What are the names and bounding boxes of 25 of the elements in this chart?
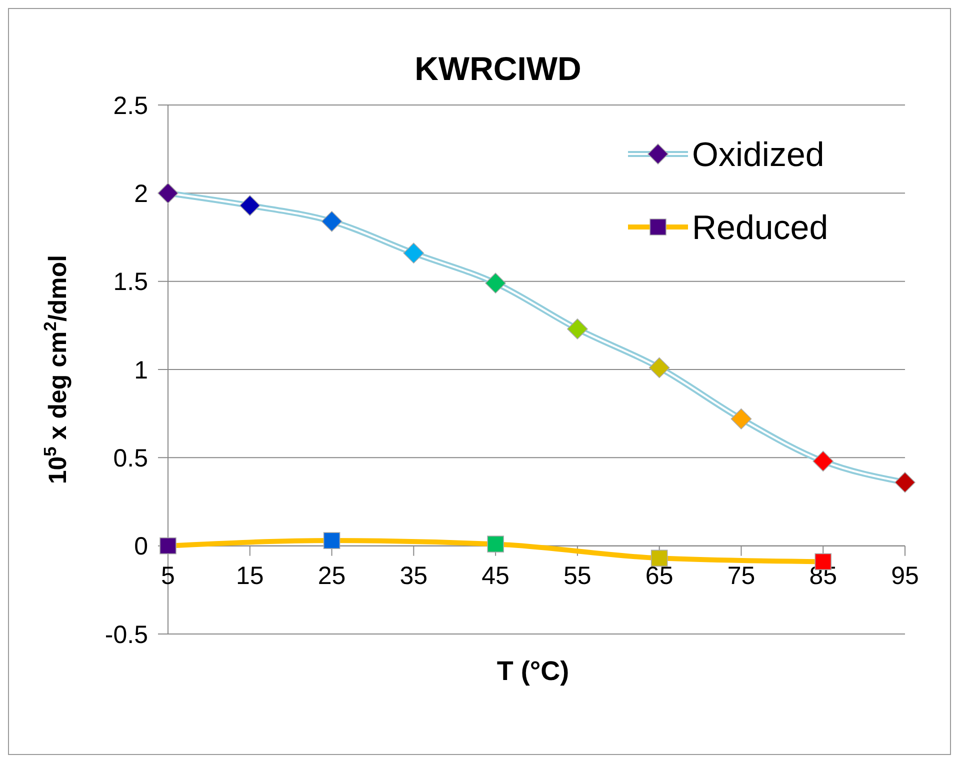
point bbox=[239, 195, 260, 216]
x-tick-label: 45 bbox=[482, 562, 510, 590]
y-tick-label: 0 bbox=[134, 532, 148, 561]
x-tick-label: 35 bbox=[400, 562, 428, 590]
point bbox=[730, 408, 752, 430]
x-tick-label: 5 bbox=[161, 562, 175, 590]
y-tick-label: 1.5 bbox=[113, 268, 148, 296]
point bbox=[403, 242, 424, 264]
legend-label: Reduced bbox=[692, 208, 828, 247]
y-tick-label: 2 bbox=[134, 180, 148, 208]
legend-label: Oxidized bbox=[692, 136, 824, 174]
x-tick-label: 55 bbox=[564, 562, 592, 590]
x-tick-label: 15 bbox=[236, 562, 264, 590]
x-tick-label: 65 bbox=[645, 562, 674, 590]
chart-title: KWRCIWD bbox=[414, 50, 582, 87]
x-axis-title: T (°C) bbox=[496, 656, 570, 686]
x-tick-label: 25 bbox=[318, 562, 346, 590]
y-tick-label: 2.5 bbox=[113, 92, 148, 120]
x-tick-label: 95 bbox=[891, 562, 919, 590]
point bbox=[567, 318, 588, 340]
y-tick-label: -0.5 bbox=[104, 620, 148, 649]
point bbox=[894, 472, 916, 493]
y-tick-label: 0.5 bbox=[113, 444, 148, 472]
x-tick-label: 75 bbox=[727, 562, 756, 590]
y-tick-label: 1 bbox=[134, 356, 148, 384]
